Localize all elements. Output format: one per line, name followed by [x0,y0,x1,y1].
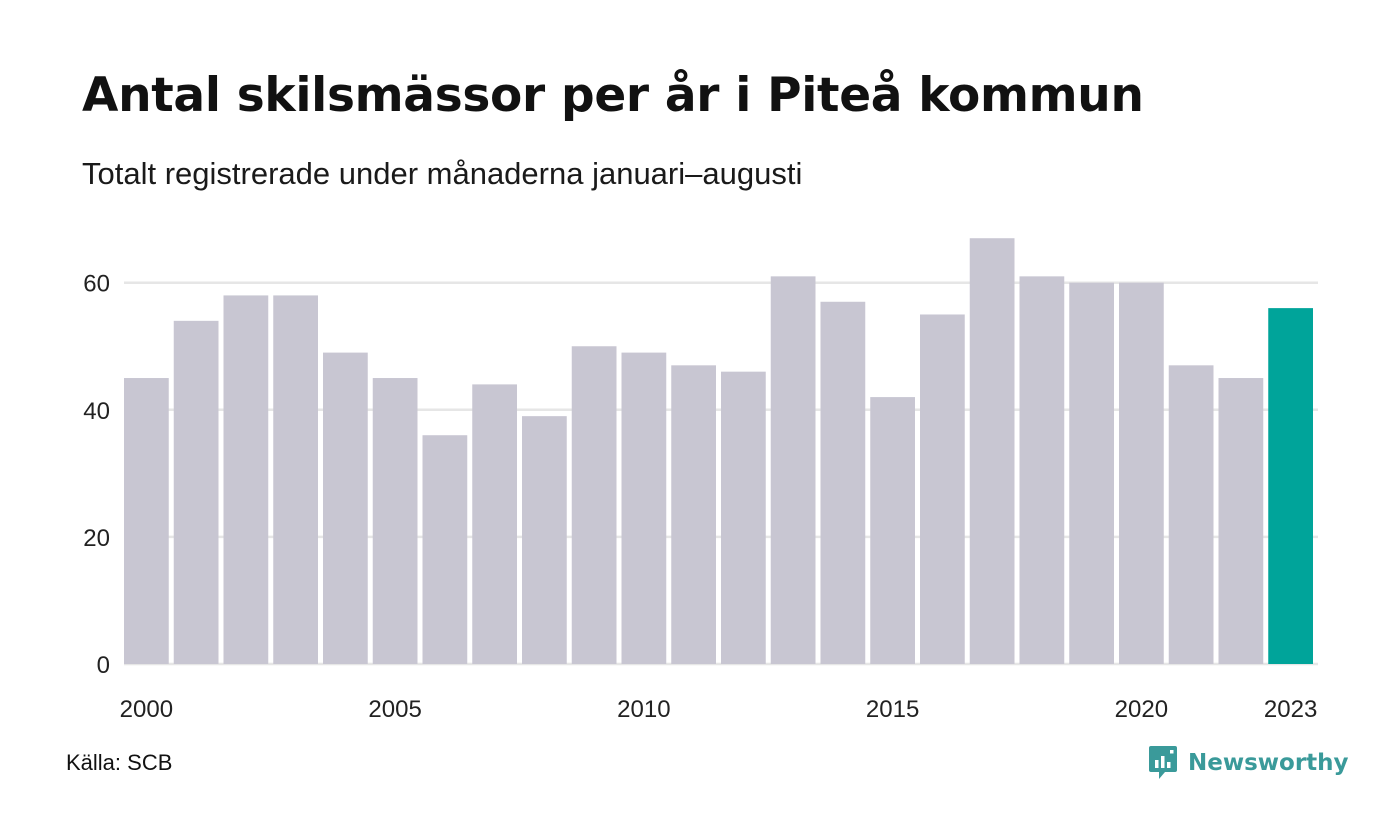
x-axis-ticks: 2000 2005 2010 2015 2020 2023 [120,696,1318,723]
bar-2019 [1069,282,1114,664]
bar-2011 [671,365,716,664]
bars [124,238,1313,664]
bar-2022 [1218,378,1264,664]
brand-logo: Newsworthy [1148,743,1349,783]
chart-subtitle: Totalt registrerade under månaderna janu… [82,156,803,191]
y-tick-label: 40 [83,398,110,425]
y-tick-label: 20 [83,525,110,552]
bar-2001 [173,320,219,664]
x-tick-label: 2010 [617,696,670,723]
x-tick-label: 2023 [1264,696,1317,723]
bar-chart: 0 20 40 60 2000 2005 2010 2015 2020 2023 [83,238,1318,723]
y-tick-label: 60 [83,271,110,298]
chart-title: Antal skilsmässor per år i Piteå kommun [82,68,1144,123]
x-tick-label: 2005 [368,696,421,723]
bar-2015 [870,397,915,664]
bar-2014 [820,301,866,664]
bar-2021 [1168,365,1214,664]
bar-2009 [571,346,617,664]
bar-2004 [323,352,368,664]
brand-name: Newsworthy [1188,750,1349,776]
bar-2006 [422,435,468,664]
bar-2023 [1268,308,1313,664]
bar-2020 [1119,282,1164,664]
x-tick-label: 2015 [866,696,919,723]
bar-2010 [621,352,667,664]
bar-chart-speech-bubble-icon [1149,746,1177,779]
bar-2003 [273,295,318,664]
bar-2005 [372,378,418,664]
x-tick-label: 2000 [120,696,173,723]
y-tick-label: 0 [97,652,110,679]
x-tick-label: 2020 [1115,696,1168,723]
bar-2013 [770,276,816,664]
bar-2017 [969,238,1015,664]
bar-2008 [522,416,567,664]
bar-2007 [472,384,517,664]
bar-2000 [124,378,169,664]
bar-2018 [1019,276,1065,664]
bar-2012 [721,371,766,664]
bar-2002 [223,295,269,664]
bar-2016 [920,314,965,664]
y-axis-ticks: 0 20 40 60 [83,271,110,679]
source-note: Källa: SCB [66,750,173,775]
